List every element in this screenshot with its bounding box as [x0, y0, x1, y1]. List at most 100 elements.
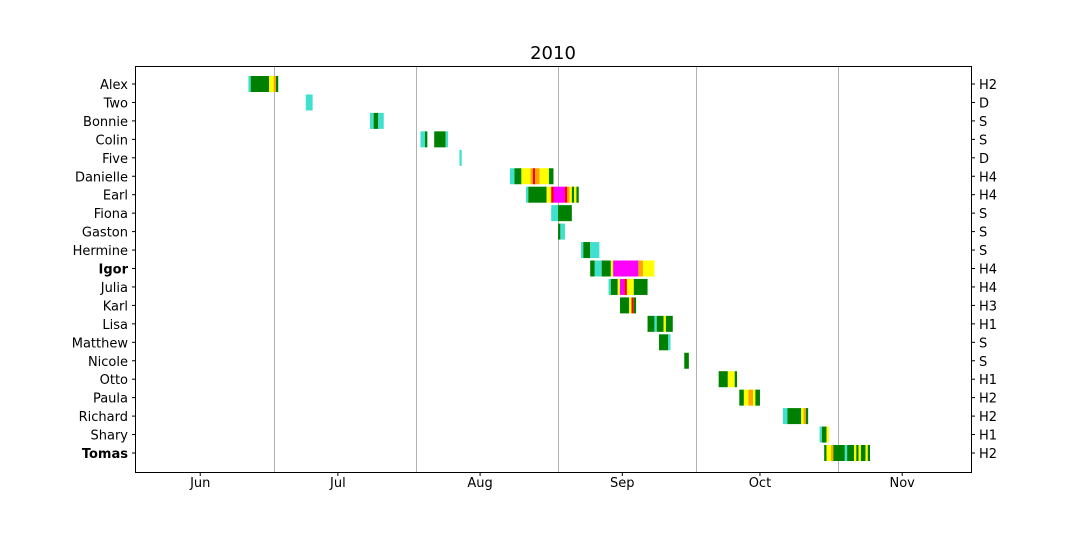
bar-earl-segment-7 [569, 186, 572, 203]
bar-earl-segment-8 [571, 186, 575, 203]
bar-earl-segment-0 [525, 186, 529, 203]
storm-row-richard [782, 408, 809, 425]
storm-category-matthew: S [979, 336, 987, 351]
x-axis: Jun Jul Aug Sep Oct Nov [189, 472, 915, 491]
storm-category-nicole: S [979, 355, 987, 370]
bar-tomas-segment-0 [824, 445, 827, 461]
bar-karl-segment-3 [633, 297, 637, 314]
bar-earl-segment-10 [576, 186, 579, 203]
bar-richard-segment-2 [801, 408, 804, 425]
bar-colin-segment-1 [425, 131, 428, 148]
bar-igor-segment-1 [594, 260, 602, 277]
bar-danielle-segment-3 [530, 168, 533, 185]
bar-tomas-segment-9 [860, 445, 866, 461]
storm-name-bonnie: Bonnie [83, 115, 128, 130]
x-tick-label-2: Aug [467, 476, 492, 491]
storm-category-shary: H1 [979, 429, 997, 444]
storm-row-julia [608, 278, 648, 295]
bar-shary-segment-0 [819, 426, 822, 443]
bar-danielle-segment-6 [539, 168, 549, 185]
storm-name-labels: Alex Two Bonnie Colin Five Danielle Earl Fiona G… [72, 78, 136, 462]
storm-name-karl: Karl [103, 299, 128, 314]
storm-name-julia: Julia [100, 281, 128, 296]
bar-earl-segment-2 [546, 186, 552, 203]
bar-karl-segment-2 [631, 297, 634, 314]
bar-paula-segment-2 [748, 389, 754, 406]
bar-earl-segment-9 [574, 186, 577, 203]
x-tick-label-0: Jun [189, 476, 210, 491]
storm-row-igor [590, 260, 655, 277]
storm-category-five: D [979, 152, 989, 167]
bar-danielle-segment-2 [521, 168, 531, 185]
bar-julia-segment-2 [617, 278, 621, 295]
storm-name-shary: Shary [91, 429, 129, 444]
bar-danielle-segment-4 [532, 168, 536, 185]
storm-name-richard: Richard [79, 410, 128, 425]
bar-lisa-segment-4 [665, 315, 673, 332]
bar-tomas-segment-8 [858, 445, 861, 461]
bar-gaston-segment-0 [558, 223, 561, 240]
storm-name-earl: Earl [103, 189, 128, 204]
bar-igor-segment-5 [638, 260, 643, 277]
bar-tomas-segment-3 [833, 445, 845, 461]
bar-alex-segment-4 [275, 76, 279, 92]
bar-igor-segment-6 [642, 260, 655, 277]
bar-lisa-segment-2 [656, 315, 664, 332]
storm-category-colin: S [979, 133, 987, 148]
storm-category-tomas: H2 [979, 447, 997, 462]
bar-colin-segment-0 [420, 131, 426, 148]
storm-category-hermine: S [979, 244, 987, 259]
storm-category-gaston: S [979, 226, 987, 241]
storm-row-earl [525, 186, 579, 203]
storm-row-two [305, 94, 313, 111]
storm-category-julia: H4 [979, 281, 997, 296]
storm-category-otto: H1 [979, 373, 997, 388]
storm-row-lisa [647, 315, 673, 332]
bar-danielle-segment-5 [535, 168, 540, 185]
bar-earl-segment-3 [551, 186, 554, 203]
storm-name-matthew: Matthew [72, 336, 129, 351]
bar-fiona-segment-1 [558, 205, 572, 222]
bar-earl-segment-6 [567, 186, 570, 203]
bar-otto-segment-1 [727, 371, 735, 388]
bar-five-segment-0 [459, 149, 462, 166]
storm-category-alex: H2 [979, 78, 997, 93]
storm-name-two: Two [103, 96, 128, 111]
bar-igor-segment-2 [601, 260, 611, 277]
storm-category-earl: H4 [979, 189, 997, 204]
bar-hermine-segment-2 [590, 242, 600, 259]
bar-otto-segment-0 [718, 371, 728, 388]
storm-bars [248, 76, 871, 461]
storm-row-karl [620, 297, 637, 314]
x-tick-label-3: Sep [610, 476, 635, 491]
storm-category-lisa: H1 [979, 318, 997, 333]
storm-row-hermine [581, 242, 600, 259]
storm-name-nicole: Nicole [88, 355, 128, 370]
bar-richard-segment-0 [782, 408, 788, 425]
bar-julia-segment-6 [633, 278, 648, 295]
storm-name-colin: Colin [96, 133, 129, 148]
storm-row-gaston [558, 223, 565, 240]
bar-paula-segment-1 [743, 389, 749, 406]
bar-matthew-segment-0 [659, 334, 669, 351]
bar-gaston-segment-1 [560, 223, 565, 240]
chart-title: 2010 [530, 43, 576, 64]
storm-category-richard: H2 [979, 410, 997, 425]
bar-alex-segment-2 [269, 76, 274, 92]
storm-category-danielle: H4 [979, 170, 997, 185]
bar-karl-segment-0 [620, 297, 630, 314]
x-tick-label-1: Jul [329, 476, 346, 491]
bar-tomas-segment-10 [865, 445, 868, 461]
bar-hermine-segment-0 [581, 242, 584, 259]
storm-name-igor: Igor [99, 263, 129, 278]
bar-igor-segment-0 [590, 260, 595, 277]
bar-julia-segment-4 [624, 278, 627, 295]
bar-tomas-segment-7 [856, 445, 859, 461]
bar-earl-segment-5 [564, 186, 568, 203]
storm-row-alex [248, 76, 279, 92]
bar-matthew-segment-1 [668, 334, 671, 351]
storm-row-matthew [659, 334, 671, 351]
bar-lisa-segment-1 [654, 315, 657, 332]
bar-danielle-segment-7 [548, 168, 554, 185]
